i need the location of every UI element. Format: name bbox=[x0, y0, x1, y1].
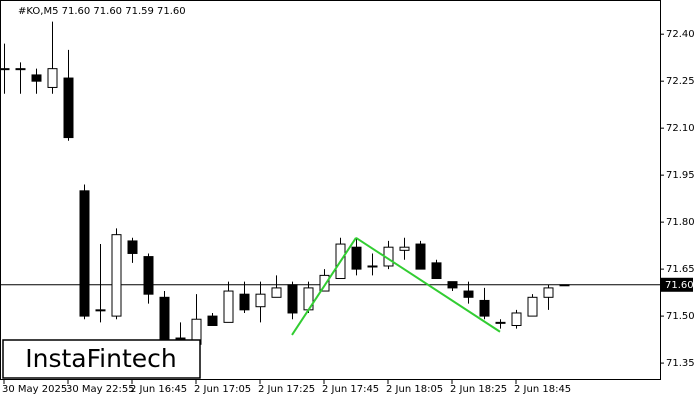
current-price-box bbox=[661, 277, 693, 292]
logo-box bbox=[2, 339, 201, 379]
y-tick-label: 71.65 bbox=[666, 264, 695, 275]
y-tick-label: 72.10 bbox=[666, 123, 695, 134]
y-tick-label: 72.40 bbox=[666, 29, 695, 40]
candle-body bbox=[47, 68, 58, 88]
pattern-line bbox=[291, 237, 357, 336]
candle-body bbox=[287, 284, 298, 314]
candle-body bbox=[511, 312, 522, 326]
candle-body bbox=[399, 246, 410, 251]
candle-body bbox=[15, 68, 26, 71]
x-tick-label: 2 Jun 17:45 bbox=[322, 384, 379, 395]
candle-body bbox=[431, 262, 442, 280]
x-tick-label: 30 May 2025 bbox=[2, 384, 67, 395]
candle-body bbox=[111, 234, 122, 317]
candle-body bbox=[559, 284, 570, 287]
candle-body bbox=[127, 240, 138, 254]
candle-body bbox=[95, 309, 106, 312]
candle-body bbox=[351, 246, 362, 270]
candle-body bbox=[495, 321, 506, 324]
candle-body bbox=[239, 293, 250, 311]
x-tick-label: 2 Jun 17:05 bbox=[194, 384, 251, 395]
x-tick-label: 2 Jun 16:45 bbox=[130, 384, 187, 395]
candle-body bbox=[271, 287, 282, 298]
candle-body bbox=[223, 290, 234, 323]
x-tick-label: 30 May 22:55 bbox=[66, 384, 135, 395]
current-price-label: 71.60 bbox=[665, 280, 694, 291]
candle-body bbox=[159, 296, 170, 345]
candle-body bbox=[543, 287, 554, 298]
candle-body bbox=[143, 256, 154, 295]
candle-body bbox=[527, 296, 538, 317]
candle-body bbox=[207, 315, 218, 326]
candle-body bbox=[79, 190, 90, 317]
candle-body bbox=[367, 265, 378, 268]
candle-body bbox=[319, 274, 330, 292]
candle-body bbox=[255, 293, 266, 308]
y-tick-label: 71.50 bbox=[666, 311, 695, 322]
candle-body bbox=[463, 290, 474, 298]
candle-body bbox=[479, 299, 490, 317]
logo-text: InstaFintech bbox=[25, 344, 177, 373]
x-tick-label: 2 Jun 18:05 bbox=[386, 384, 443, 395]
candle-body bbox=[447, 281, 458, 289]
y-tick-label: 72.25 bbox=[666, 76, 695, 87]
x-tick-label: 2 Jun 18:45 bbox=[514, 384, 571, 395]
x-tick-label: 2 Jun 17:25 bbox=[258, 384, 315, 395]
candle-body bbox=[0, 68, 10, 71]
candle-body bbox=[31, 74, 42, 82]
y-tick-label: 71.35 bbox=[666, 358, 695, 369]
plot-frame bbox=[0, 0, 661, 380]
y-tick-label: 71.80 bbox=[666, 217, 695, 228]
pattern-line bbox=[355, 236, 501, 333]
chart-title: #KO,M5 71.60 71.60 71.59 71.60 bbox=[18, 6, 186, 17]
y-tick-label: 71.95 bbox=[666, 170, 695, 181]
candle-body bbox=[415, 243, 426, 270]
candle-body bbox=[63, 77, 74, 139]
x-tick-label: 2 Jun 18:25 bbox=[450, 384, 507, 395]
